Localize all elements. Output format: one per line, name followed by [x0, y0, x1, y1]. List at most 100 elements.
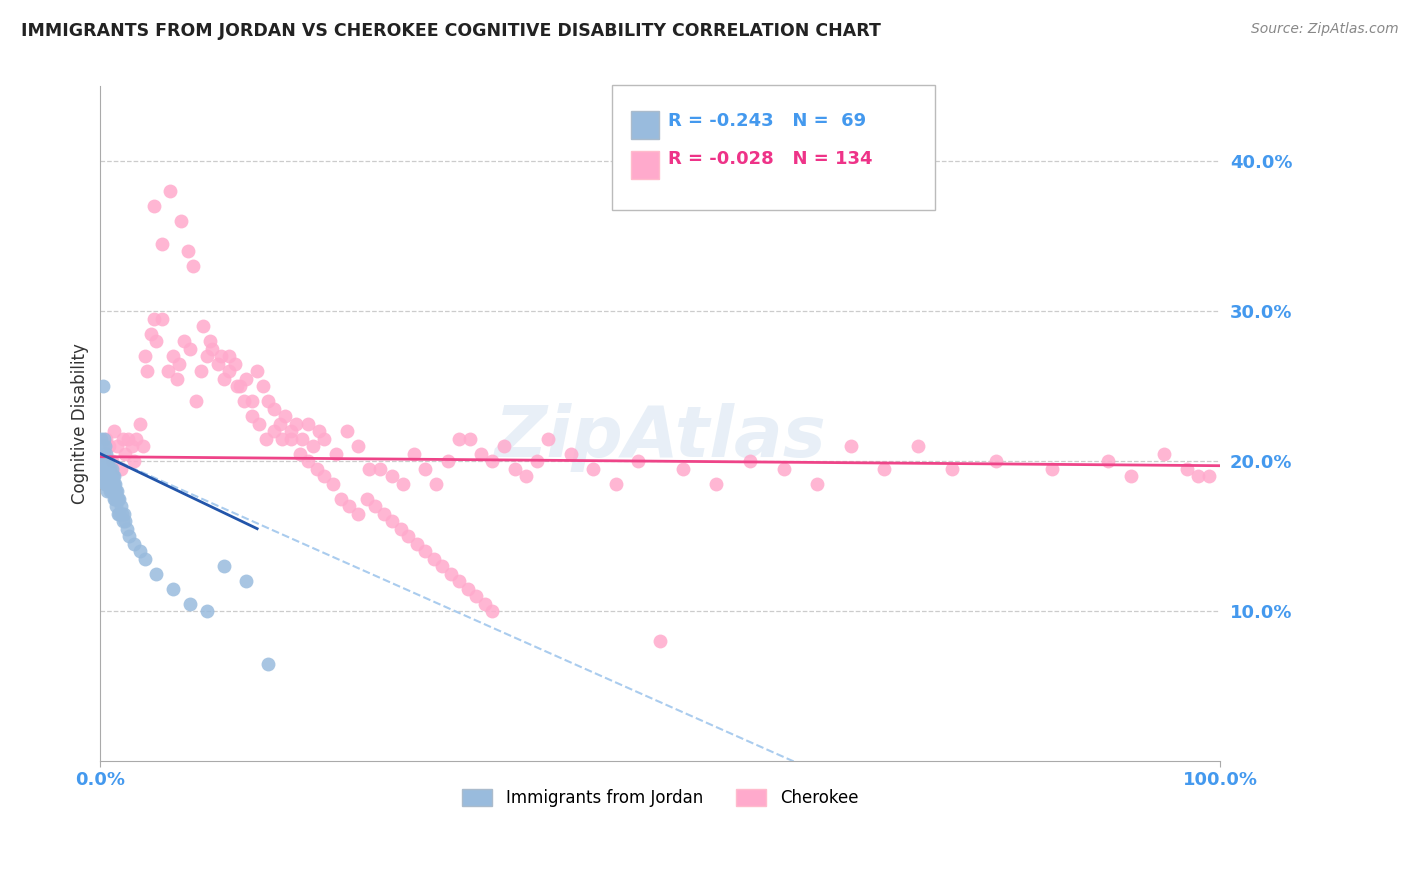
Point [108, 507, 131, 521]
Point [627, 454, 650, 468]
Point [107, 491, 129, 506]
Point [402, 447, 425, 461]
Point [391, 476, 413, 491]
Point [132, 439, 155, 453]
Point [806, 476, 828, 491]
Point [103, 469, 125, 483]
Point [114, 514, 136, 528]
Point [128, 417, 150, 431]
Point [218, 364, 240, 378]
Point [94, 454, 117, 468]
Point [537, 432, 560, 446]
Point [252, 379, 274, 393]
Point [263, 424, 285, 438]
Point [380, 469, 402, 483]
Point [90, 447, 112, 461]
Point [347, 439, 370, 453]
Point [605, 476, 627, 491]
Point [336, 424, 359, 438]
Point [105, 484, 128, 499]
Point [280, 424, 302, 438]
Point [98, 461, 121, 475]
Point [425, 476, 447, 491]
Point [839, 439, 862, 453]
Point [235, 372, 257, 386]
Point [145, 566, 167, 581]
Point [121, 439, 143, 453]
Point [93, 432, 115, 446]
Point [650, 634, 672, 648]
Point [94, 476, 117, 491]
Point [104, 484, 127, 499]
Point [96, 454, 118, 468]
Point [112, 507, 135, 521]
Point [136, 364, 159, 378]
Point [470, 447, 492, 461]
Point [125, 432, 148, 446]
Point [212, 559, 235, 574]
Point [94, 476, 117, 491]
Point [322, 476, 344, 491]
Point [93, 469, 115, 483]
Point [91, 454, 114, 468]
Point [302, 439, 325, 453]
Point [364, 499, 387, 513]
Y-axis label: Cognitive Disability: Cognitive Disability [72, 343, 89, 504]
Point [373, 507, 395, 521]
Point [240, 409, 263, 424]
Point [101, 484, 124, 499]
Point [270, 432, 292, 446]
Point [481, 454, 503, 468]
Point [167, 357, 190, 371]
Point [110, 499, 132, 513]
Point [96, 476, 118, 491]
Point [94, 447, 117, 461]
Point [526, 454, 548, 468]
Point [156, 364, 179, 378]
Point [209, 349, 232, 363]
Point [212, 372, 235, 386]
Point [582, 461, 605, 475]
Point [105, 499, 128, 513]
Point [370, 461, 392, 475]
Point [269, 417, 291, 431]
Point [111, 432, 134, 446]
Point [1187, 469, 1209, 483]
Point [122, 536, 145, 550]
Point [198, 334, 221, 349]
Point [738, 454, 761, 468]
Point [257, 394, 280, 409]
Point [94, 461, 117, 475]
Point [104, 476, 127, 491]
Point [224, 357, 246, 371]
Point [986, 454, 1008, 468]
Point [181, 260, 204, 274]
Point [111, 507, 134, 521]
Point [97, 476, 120, 491]
Point [560, 447, 582, 461]
Point [101, 476, 124, 491]
Point [240, 394, 263, 409]
Point [110, 461, 132, 475]
Point [159, 184, 181, 198]
Point [100, 484, 122, 499]
Point [107, 507, 129, 521]
Point [195, 349, 218, 363]
Point [98, 439, 121, 453]
Point [263, 401, 285, 416]
Point [145, 334, 167, 349]
Point [100, 461, 122, 475]
Point [436, 454, 458, 468]
Point [108, 491, 131, 506]
Point [458, 432, 481, 446]
Point [93, 447, 115, 461]
Point [94, 454, 117, 468]
Point [150, 311, 173, 326]
Point [98, 476, 121, 491]
Point [103, 424, 125, 438]
Point [207, 357, 229, 371]
Point [1198, 469, 1220, 483]
Point [100, 469, 122, 483]
Point [907, 439, 929, 453]
Text: Source: ZipAtlas.com: Source: ZipAtlas.com [1251, 22, 1399, 37]
